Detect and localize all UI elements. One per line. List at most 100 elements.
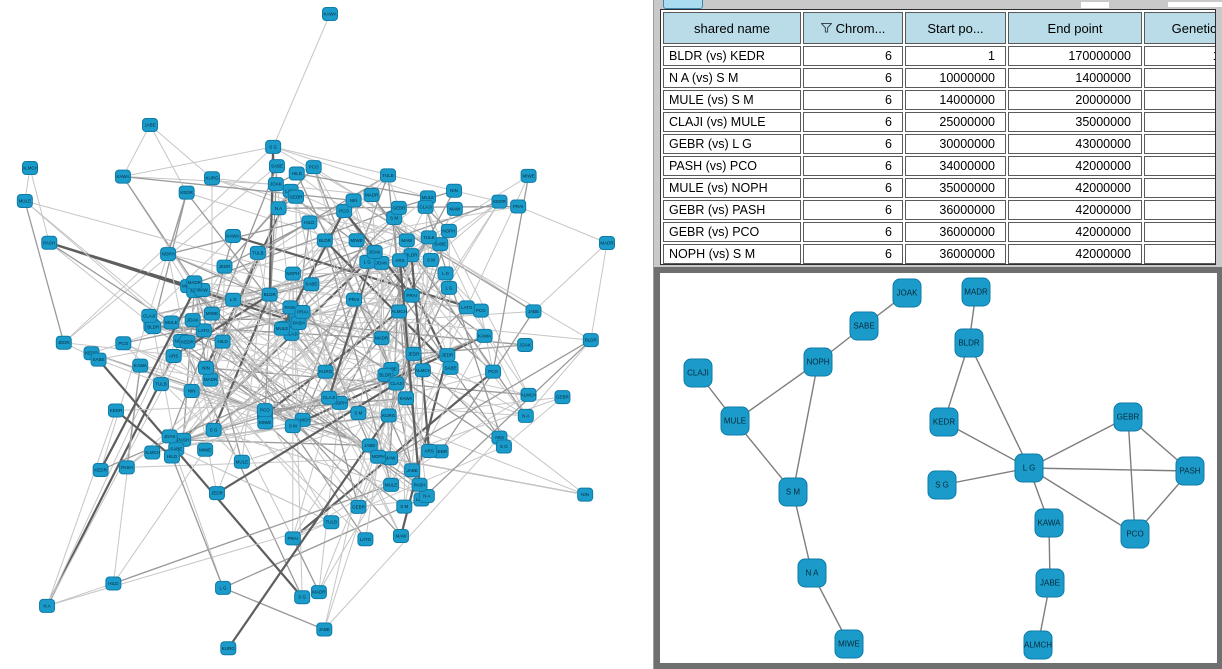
network-node[interactable]: PRAI [403, 288, 420, 303]
table-row[interactable]: MULE (vs) NOPH6350000004200000010.5 [663, 178, 1215, 198]
network-node[interactable]: KAWA [132, 358, 149, 373]
network-node[interactable]: JEDR [439, 348, 456, 363]
network-node[interactable]: JEDR [55, 335, 72, 350]
network-node[interactable]: KURG [204, 171, 221, 186]
column-header-shared-name[interactable]: shared name [663, 12, 801, 44]
network-node[interactable]: S G [205, 422, 222, 437]
node-shape[interactable] [214, 334, 231, 349]
cell-end-point[interactable]: 170000000 [1008, 46, 1142, 66]
network-node[interactable]: S G [294, 590, 311, 605]
network-node[interactable]: JABE [316, 622, 333, 637]
edge-bldr-l-g[interactable] [968, 342, 1030, 469]
cell-shared-name[interactable]: CLAJI (vs) MULE [663, 112, 801, 132]
column-header-chrom[interactable]: Chrom... [803, 12, 903, 44]
network-node[interactable]: PASH [41, 235, 58, 250]
network-node[interactable]: N A [39, 598, 56, 613]
network-node[interactable]: MADR [363, 187, 380, 202]
network-node[interactable]: ALMCH [414, 363, 431, 378]
node-shape[interactable] [446, 183, 463, 198]
cell-chromosome[interactable]: 6 [803, 46, 903, 66]
node-shape[interactable] [441, 280, 458, 295]
node-shape[interactable] [115, 336, 132, 351]
network-node[interactable]: ARS [165, 348, 182, 363]
cell-genetic-distance[interactable]: 8.9 [1144, 200, 1215, 220]
node-claji[interactable]: CLAJI [683, 358, 713, 388]
network-node[interactable]: MIWE [257, 415, 274, 430]
network-node[interactable]: PASH [290, 315, 307, 330]
node-shape[interactable] [417, 199, 434, 214]
network-node[interactable]: KURG [220, 641, 237, 656]
node-shape[interactable] [161, 429, 178, 444]
node-shape[interactable] [336, 204, 353, 219]
node-shape[interactable] [380, 408, 397, 423]
network-node[interactable]: HILD [288, 166, 305, 181]
table-row[interactable]: BLDR (vs) KEDR61170000000192.0 [663, 46, 1215, 66]
network-node[interactable]: MULE [383, 477, 400, 492]
network-node[interactable]: LATG [195, 323, 212, 338]
node-shape[interactable] [288, 166, 305, 181]
cell-shared-name[interactable]: PASH (vs) PCO [663, 156, 801, 176]
node-shape[interactable] [317, 364, 334, 379]
edge-pash-l-g[interactable] [1028, 467, 1191, 472]
node-shape[interactable] [216, 259, 233, 274]
network-node[interactable]: S M [284, 419, 301, 434]
node-shape[interactable] [1023, 630, 1053, 660]
node-shape[interactable] [404, 463, 421, 478]
cell-genetic-distance[interactable]: 5.9 [1144, 112, 1215, 132]
network-node[interactable]: NOPH [440, 223, 457, 238]
cell-start-position[interactable]: 1 [905, 46, 1006, 66]
network-node[interactable]: PRAI [346, 292, 363, 307]
node-almch[interactable]: ALMCH [1023, 630, 1053, 660]
network-node[interactable]: LATG [357, 532, 374, 547]
node-shape[interactable] [1034, 508, 1064, 538]
node-shape[interactable] [350, 406, 367, 421]
node-shape[interactable] [797, 558, 827, 588]
network-node[interactable]: MADR [310, 585, 327, 600]
node-shape[interactable] [437, 266, 454, 281]
panel-tab[interactable] [663, 0, 703, 9]
network-node[interactable]: PCO [472, 303, 489, 318]
node-shape[interactable] [197, 360, 214, 375]
node-shape[interactable] [224, 228, 241, 243]
column-header-genetic[interactable]: Genetic... [1144, 12, 1215, 44]
node-shape[interactable] [517, 337, 534, 352]
network-node[interactable]: KAWA [114, 169, 131, 184]
cell-genetic-distance[interactable]: 11.4 [1144, 156, 1215, 176]
node-shape[interactable] [720, 406, 750, 436]
network-node[interactable]: JEDR [216, 259, 233, 274]
network-node[interactable]: SABE [442, 360, 459, 375]
network-node[interactable]: S M [350, 406, 367, 421]
network-node[interactable]: PRAI [284, 531, 301, 546]
node-bldr[interactable]: BLDR [954, 328, 984, 358]
network-node[interactable]: MIWE [520, 168, 537, 183]
cell-end-point[interactable]: 20000000 [1008, 90, 1142, 110]
cell-chromosome[interactable]: 6 [803, 134, 903, 154]
node-shape[interactable] [892, 278, 922, 308]
cell-chromosome[interactable]: 6 [803, 68, 903, 88]
node-shape[interactable] [310, 585, 327, 600]
node-shape[interactable] [485, 364, 502, 379]
node-shape[interactable] [403, 288, 420, 303]
table-row[interactable]: NOPH (vs) S M636000000420000009.9 [663, 244, 1215, 264]
network-node[interactable]: MULE [273, 321, 290, 336]
node-shape[interactable] [398, 391, 415, 406]
cell-shared-name[interactable]: BLDR (vs) KEDR [663, 46, 801, 66]
node-shape[interactable] [153, 377, 170, 392]
network-node[interactable]: KAWA [398, 391, 415, 406]
node-shape[interactable] [929, 407, 959, 437]
cell-end-point[interactable]: 42000000 [1008, 222, 1142, 242]
node-shape[interactable] [525, 304, 542, 319]
cell-end-point[interactable]: 42000000 [1008, 244, 1142, 264]
node-shape[interactable] [554, 390, 571, 405]
cell-shared-name[interactable]: MULE (vs) NOPH [663, 178, 801, 198]
cell-chromosome[interactable]: 6 [803, 222, 903, 242]
network-node[interactable]: MIWE [197, 442, 214, 457]
node-shape[interactable] [267, 177, 284, 192]
edge-gebr-l-g[interactable] [1028, 416, 1129, 469]
node-shape[interactable] [495, 439, 512, 454]
node-shape[interactable] [1014, 453, 1044, 483]
network-node[interactable]: CLAJI [321, 390, 338, 405]
node-shape[interactable] [288, 189, 305, 204]
network-node[interactable]: NIN [197, 360, 214, 375]
network-node[interactable]: JOAK [267, 177, 284, 192]
